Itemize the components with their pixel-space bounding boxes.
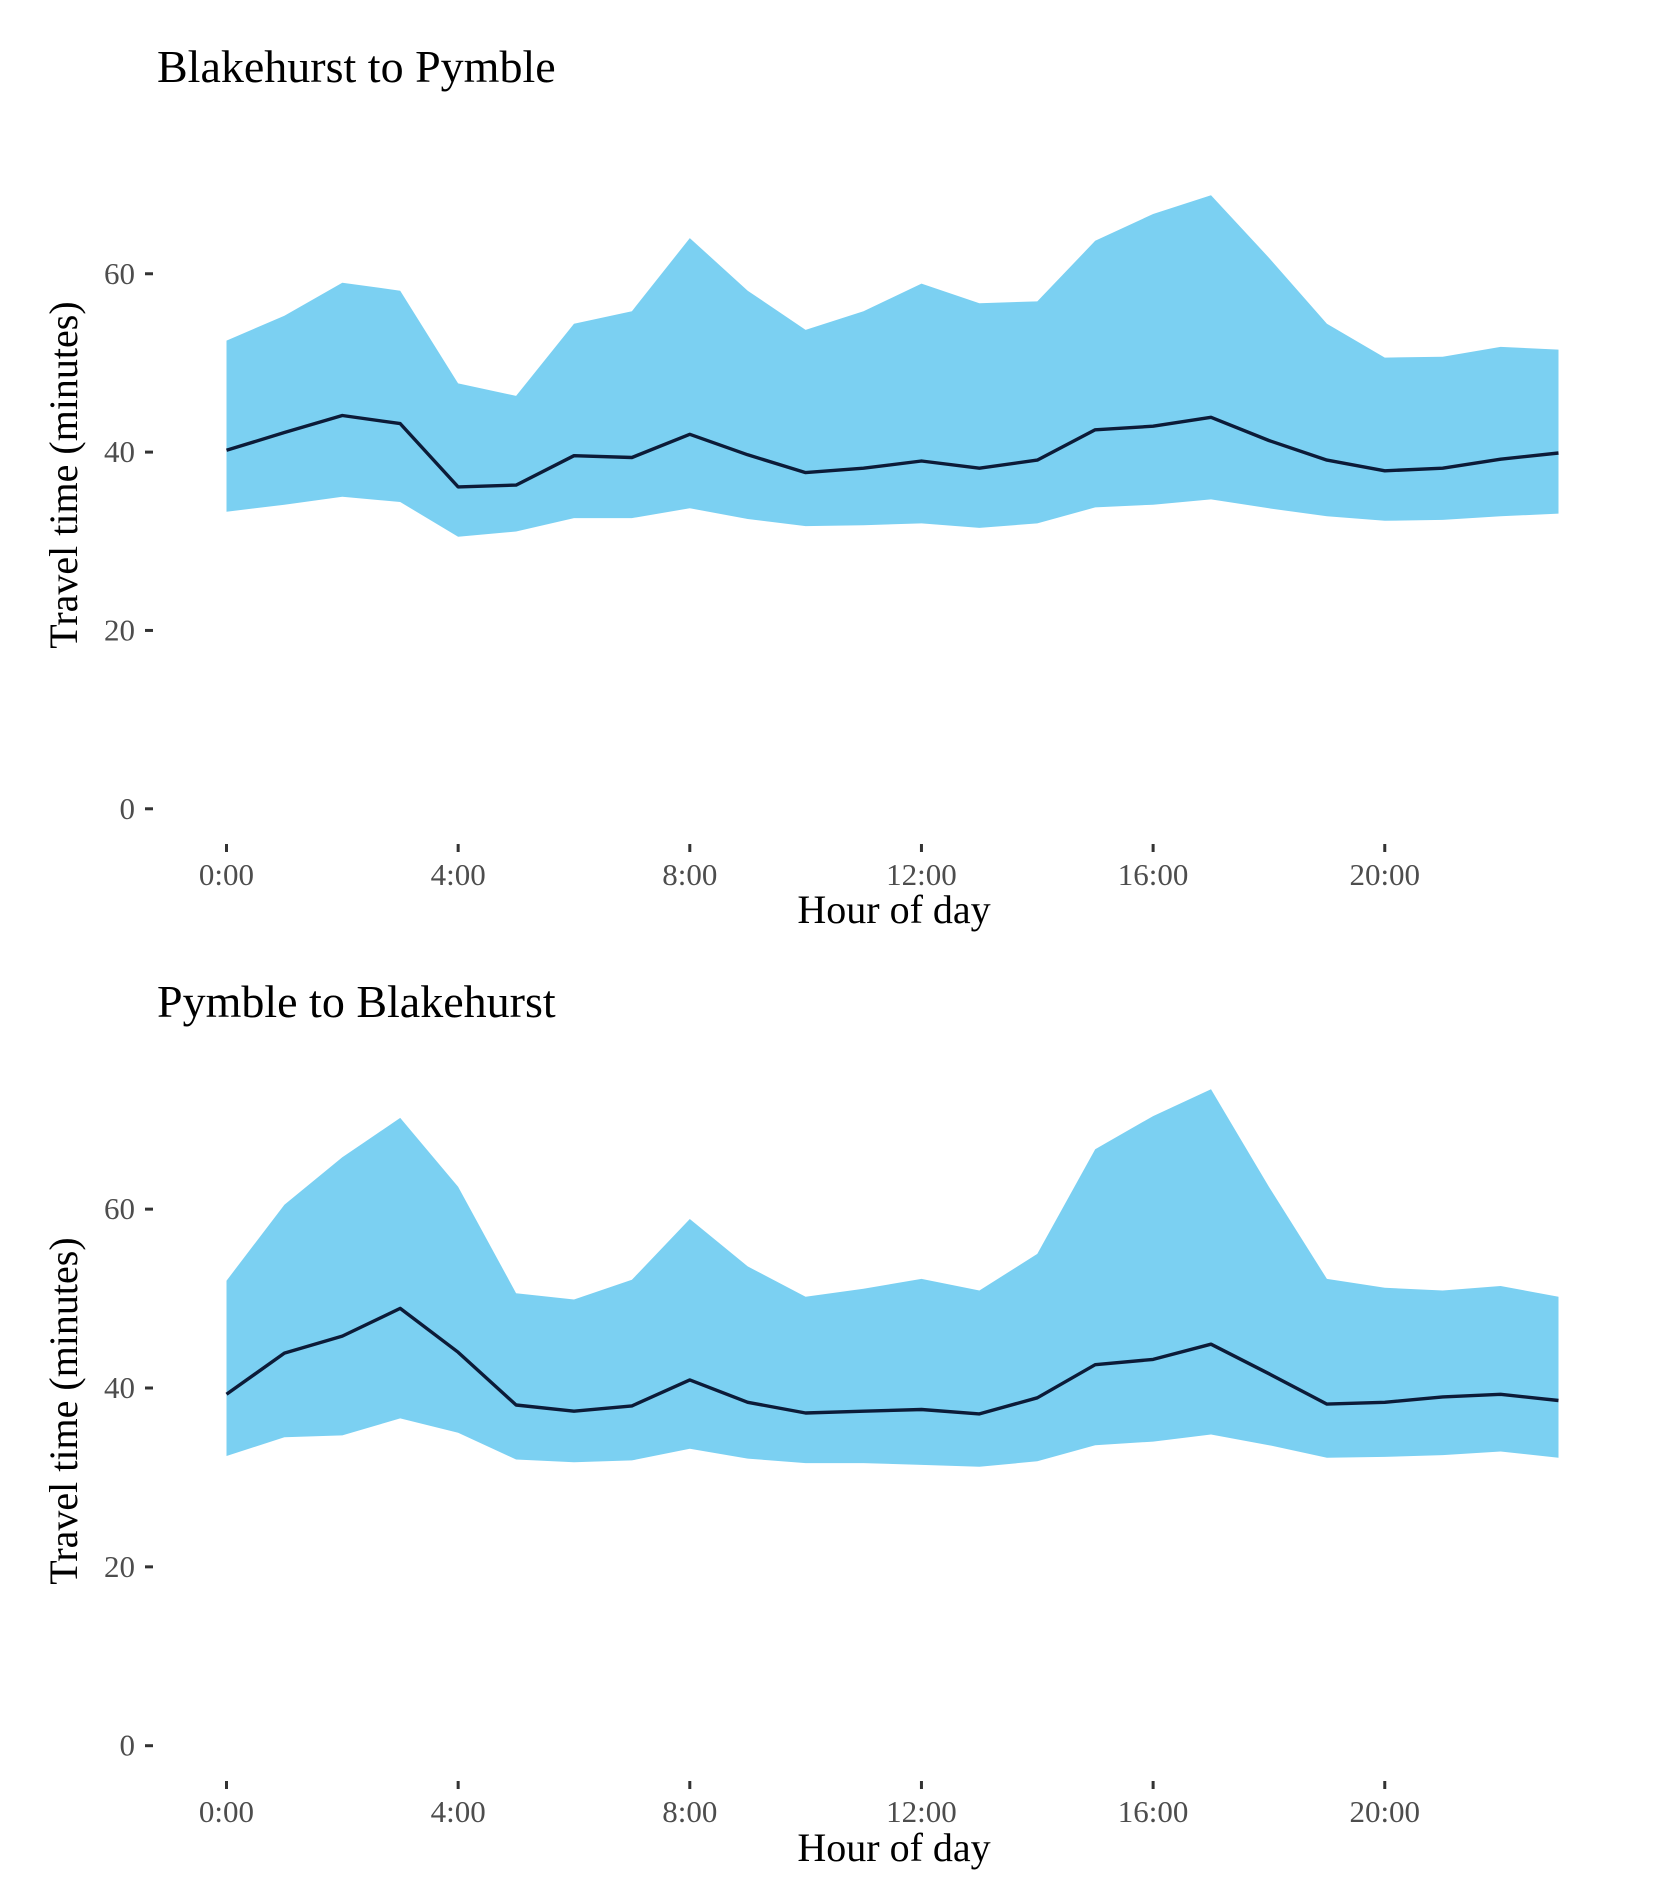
x-tick-label: 8:00 bbox=[662, 857, 717, 892]
y-axis-label: Travel time (minutes) bbox=[41, 301, 86, 648]
chart-panel-pymble-to-blakehurst: Pymble to Blakehurst 0 20 40 60 0:00 4:00 8:0… bbox=[41, 976, 1559, 1870]
y-tick-label: 0 bbox=[120, 791, 136, 826]
x-tick-label: 16:00 bbox=[1118, 857, 1189, 892]
interval-ribbon bbox=[226, 1089, 1559, 1467]
interval-ribbon bbox=[226, 195, 1559, 537]
x-axis: 0:00 4:00 8:00 12:00 16:00 20:00 bbox=[199, 1781, 1420, 1829]
y-axis: 0 20 40 60 bbox=[104, 1191, 153, 1763]
median-line bbox=[226, 413, 1559, 489]
chart-title: Pymble to Blakehurst bbox=[157, 976, 556, 1027]
y-tick-label: 20 bbox=[104, 1549, 135, 1584]
y-tick-label: 40 bbox=[104, 1370, 135, 1405]
x-tick-label: 0:00 bbox=[199, 1794, 254, 1829]
x-tick-label: 4:00 bbox=[431, 857, 486, 892]
y-tick-label: 0 bbox=[120, 1728, 136, 1763]
x-axis-label: Hour of day bbox=[797, 887, 990, 932]
x-axis-label: Hour of day bbox=[797, 1825, 990, 1870]
y-tick-label: 60 bbox=[104, 256, 135, 291]
x-tick-label: 16:00 bbox=[1118, 1794, 1189, 1829]
y-tick-label: 20 bbox=[104, 612, 135, 647]
y-axis-label: Travel time (minutes) bbox=[41, 1237, 86, 1584]
x-axis: 0:00 4:00 8:00 12:00 16:00 20:00 bbox=[199, 844, 1420, 892]
chart-title: Blakehurst to Pymble bbox=[157, 41, 556, 92]
median-line bbox=[225, 1306, 1559, 1416]
x-tick-label: 20:00 bbox=[1349, 1794, 1420, 1829]
chart-panel-blakehurst-to-pymble: Blakehurst to Pymble 0 20 40 60 0:00 4:00 8:0… bbox=[41, 41, 1559, 932]
plot-area bbox=[225, 1089, 1559, 1467]
y-tick-label: 60 bbox=[104, 1191, 135, 1226]
x-tick-label: 12:00 bbox=[886, 857, 957, 892]
x-tick-label: 0:00 bbox=[199, 857, 254, 892]
x-tick-label: 4:00 bbox=[431, 1794, 486, 1829]
x-tick-label: 20:00 bbox=[1349, 857, 1420, 892]
y-tick-label: 40 bbox=[104, 434, 135, 469]
x-tick-label: 8:00 bbox=[662, 1794, 717, 1829]
y-axis: 0 20 40 60 bbox=[104, 256, 153, 826]
x-tick-label: 12:00 bbox=[886, 1794, 957, 1829]
plot-area bbox=[226, 195, 1559, 537]
